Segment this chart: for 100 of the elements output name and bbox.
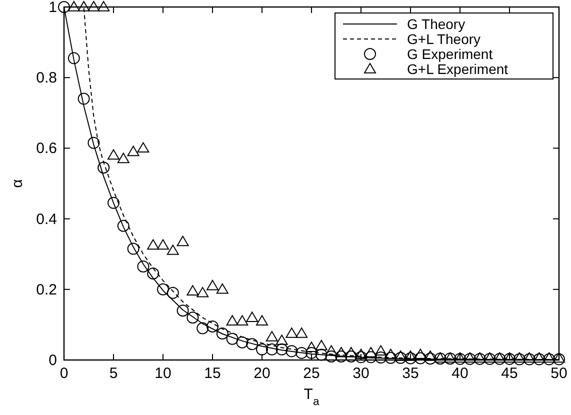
x-tick-label: 20 — [254, 365, 270, 382]
point — [186, 285, 199, 296]
point — [374, 352, 387, 364]
y-axis-title: α — [9, 178, 26, 188]
x-tick-label: 5 — [109, 365, 118, 382]
point — [355, 351, 367, 364]
point — [424, 352, 436, 365]
point — [523, 353, 536, 366]
point — [137, 260, 150, 272]
point — [394, 352, 407, 364]
point — [296, 328, 308, 338]
point — [157, 239, 169, 250]
x-tick-label: 30 — [352, 365, 370, 382]
point — [58, 1, 70, 13]
point — [306, 346, 318, 359]
point — [147, 268, 160, 280]
y-tick-label: 0.4 — [36, 210, 57, 228]
point — [414, 348, 426, 360]
point — [98, 1, 110, 12]
y-tick-label: 0.6 — [36, 140, 57, 158]
point — [266, 331, 278, 342]
point — [127, 146, 140, 156]
point — [266, 343, 278, 356]
legend-label: G+L Theory — [407, 31, 481, 47]
x-tick-label: 25 — [303, 365, 320, 382]
point — [127, 242, 140, 255]
x-tick-label: 0 — [60, 365, 68, 382]
point — [276, 343, 288, 356]
y-tick-label: 1 — [48, 0, 57, 16]
point — [196, 286, 209, 298]
point — [236, 336, 248, 348]
point — [108, 196, 120, 209]
point — [137, 142, 150, 153]
x-tick-label: 45 — [501, 365, 518, 382]
point — [216, 328, 228, 340]
x-tick-label: 50 — [550, 365, 568, 382]
point — [306, 342, 318, 352]
point — [355, 348, 367, 360]
point — [414, 352, 426, 364]
point — [543, 353, 556, 366]
y-tick-label: 0.2 — [36, 281, 57, 298]
x-axis-title: T$_{a}$ — [304, 386, 320, 408]
point — [226, 315, 238, 326]
point — [404, 352, 416, 364]
point — [78, 1, 90, 12]
y-tick-label: 0.8 — [36, 70, 57, 87]
point — [206, 280, 218, 290]
point — [345, 350, 358, 362]
point — [513, 353, 526, 366]
point — [523, 352, 536, 363]
point — [286, 345, 298, 358]
point — [315, 348, 328, 361]
point — [147, 239, 160, 250]
legend-label: G Theory — [407, 16, 466, 32]
point — [296, 346, 308, 359]
y-tick-label: 0 — [48, 352, 57, 369]
point — [88, 1, 100, 12]
point — [276, 334, 288, 345]
point — [216, 283, 228, 294]
x-tick-label: 35 — [402, 365, 419, 382]
point — [78, 92, 90, 105]
point — [374, 345, 387, 356]
point — [315, 340, 328, 350]
point — [384, 352, 397, 364]
point — [166, 244, 179, 255]
point — [236, 315, 248, 326]
point — [543, 352, 556, 363]
point — [246, 338, 258, 350]
point — [166, 286, 179, 299]
point — [256, 343, 268, 356]
point — [226, 332, 238, 345]
point — [325, 350, 338, 362]
point — [68, 52, 80, 64]
point — [108, 149, 120, 160]
point — [533, 352, 546, 363]
legend-label: G+L Experiment — [407, 61, 508, 77]
point — [88, 136, 100, 149]
point — [513, 352, 526, 363]
point — [533, 353, 546, 366]
point — [335, 350, 348, 362]
point — [176, 236, 189, 246]
x-tick-label: 15 — [204, 365, 221, 382]
point — [553, 352, 565, 363]
point — [553, 353, 565, 366]
point — [117, 220, 130, 232]
point — [286, 328, 298, 338]
point — [246, 312, 258, 322]
point — [256, 315, 268, 326]
point — [335, 346, 348, 358]
point — [176, 304, 189, 317]
point — [345, 346, 358, 358]
point — [186, 312, 199, 324]
x-tick-label: 40 — [452, 365, 468, 382]
point — [196, 322, 209, 334]
point — [98, 162, 110, 174]
point — [364, 351, 377, 364]
point — [157, 283, 169, 296]
point — [68, 1, 80, 12]
legend-label: G Experiment — [407, 46, 493, 62]
point — [117, 152, 130, 164]
